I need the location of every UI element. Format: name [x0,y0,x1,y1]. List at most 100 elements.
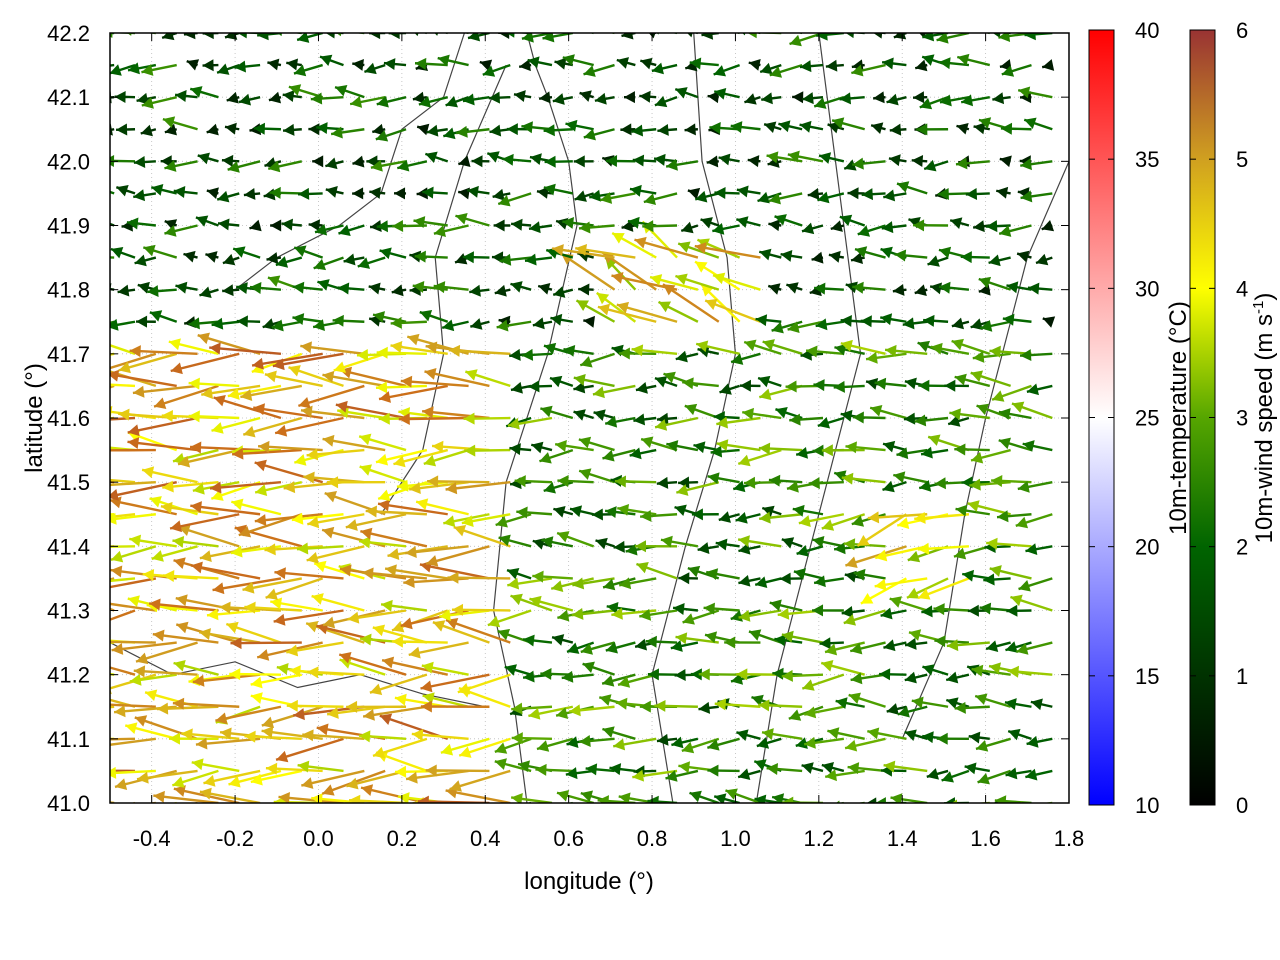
wind-arrow [700,283,741,323]
wind-arrow [1007,665,1053,678]
wind-arrow [250,673,303,689]
wind-arrow [714,186,740,199]
wind-arrow [422,406,490,420]
wind-arrow [565,767,594,780]
wind-arrow [860,315,886,328]
wind-arrow [311,593,365,612]
wind-arrow [352,58,365,71]
wind-arrow [244,601,302,614]
wind-arrow [323,33,344,39]
wind-arrow [360,784,428,803]
wind-arrow [639,90,657,103]
wind-arrow [511,732,553,745]
wind-arrow [268,91,282,104]
wind-arrow [845,33,865,39]
wind-arrow [554,439,594,452]
wind-arrow [267,160,303,173]
wind-arrow [336,33,365,37]
x-tick-label: 0.6 [553,826,584,851]
wind-arrow [275,737,344,763]
wind-arrow [269,186,302,199]
wind-speed-colorbar-ticks: 0 1 2 3 4 5 6 [1190,18,1248,818]
wind-arrow [684,123,698,136]
wind-arrow [991,474,1032,487]
wind-arrow [461,513,511,528]
wind-arrow [414,250,448,263]
wind-arrow [266,252,282,265]
wind-arrow [372,624,428,644]
wind-arrow [821,762,845,774]
wind-arrow [812,536,845,548]
x-axis-label: longitude (°) [524,868,654,895]
wind-arrow [420,700,490,713]
wind-arrow [467,33,490,42]
wind-arrow [292,281,323,294]
wind-arrow [956,122,970,135]
wind-arrow [413,216,448,229]
wind-arrow [693,441,719,454]
wind-arrow [232,447,302,460]
wind-arrow [188,377,240,390]
wind-arrow [110,703,156,708]
wind-arrow [852,411,886,424]
wind-arrow [412,91,428,104]
wind-arrow [510,281,532,293]
wind-arrow [954,701,990,714]
wind-arrow [493,219,511,232]
y-tick-label: 41.4 [47,534,90,559]
wind-arrow [573,155,594,168]
wind-arrow [737,768,761,780]
wind-arrow [149,310,178,323]
wind-arrow [380,599,428,612]
wind-arrow [426,124,448,137]
wind-arrow [939,94,970,107]
wind-arrow [703,602,740,615]
wind-arrow [999,155,1012,168]
wind-arrow [698,668,740,681]
wind-arrow [914,59,928,72]
wind-arrow [168,732,219,745]
wind-arrow [375,448,428,466]
wind-arrow [1022,440,1053,452]
wind-arrow [873,33,886,39]
wind-arrow [707,472,740,485]
wind-arrow [498,534,532,548]
wind-arrow [129,534,177,548]
wind-arrow [956,53,991,67]
wind-arrow [198,628,261,644]
wind-arrow [365,505,427,518]
wind-arrow [133,156,156,168]
wind-arrow [209,480,282,494]
wind-arrow [913,219,949,232]
wind-arrow [302,729,365,742]
wind-arrow [443,513,490,528]
wind-arrow [127,33,156,36]
wind-arrow [127,437,198,452]
wind-arrow [927,255,949,267]
wind-arrow [370,159,407,172]
wind-arrow [821,444,865,457]
wind-arrow [594,92,615,105]
wind-arrow [369,673,428,696]
colorbar-tick-label: 5 [1236,147,1248,172]
wind-arrow [904,729,928,741]
wind-arrow [432,620,490,644]
wind-arrow [213,394,282,420]
wind-arrow [357,256,386,269]
wind-arrow [394,693,448,708]
wind-arrow [249,219,262,232]
wind-arrow [631,344,678,357]
wind-arrow [639,57,657,70]
wind-arrow [161,33,178,41]
wind-arrow [117,284,136,297]
wind-arrow [639,608,678,621]
wind-arrow [347,609,407,624]
wind-arrow [549,375,574,388]
wind-arrow [983,573,1011,586]
wind-arrow [972,350,1011,363]
wind-arrow [415,498,469,516]
wind-arrow [969,478,1011,491]
wind-arrow [416,123,430,136]
wind-arrow [998,408,1032,420]
wind-arrow [136,769,198,784]
